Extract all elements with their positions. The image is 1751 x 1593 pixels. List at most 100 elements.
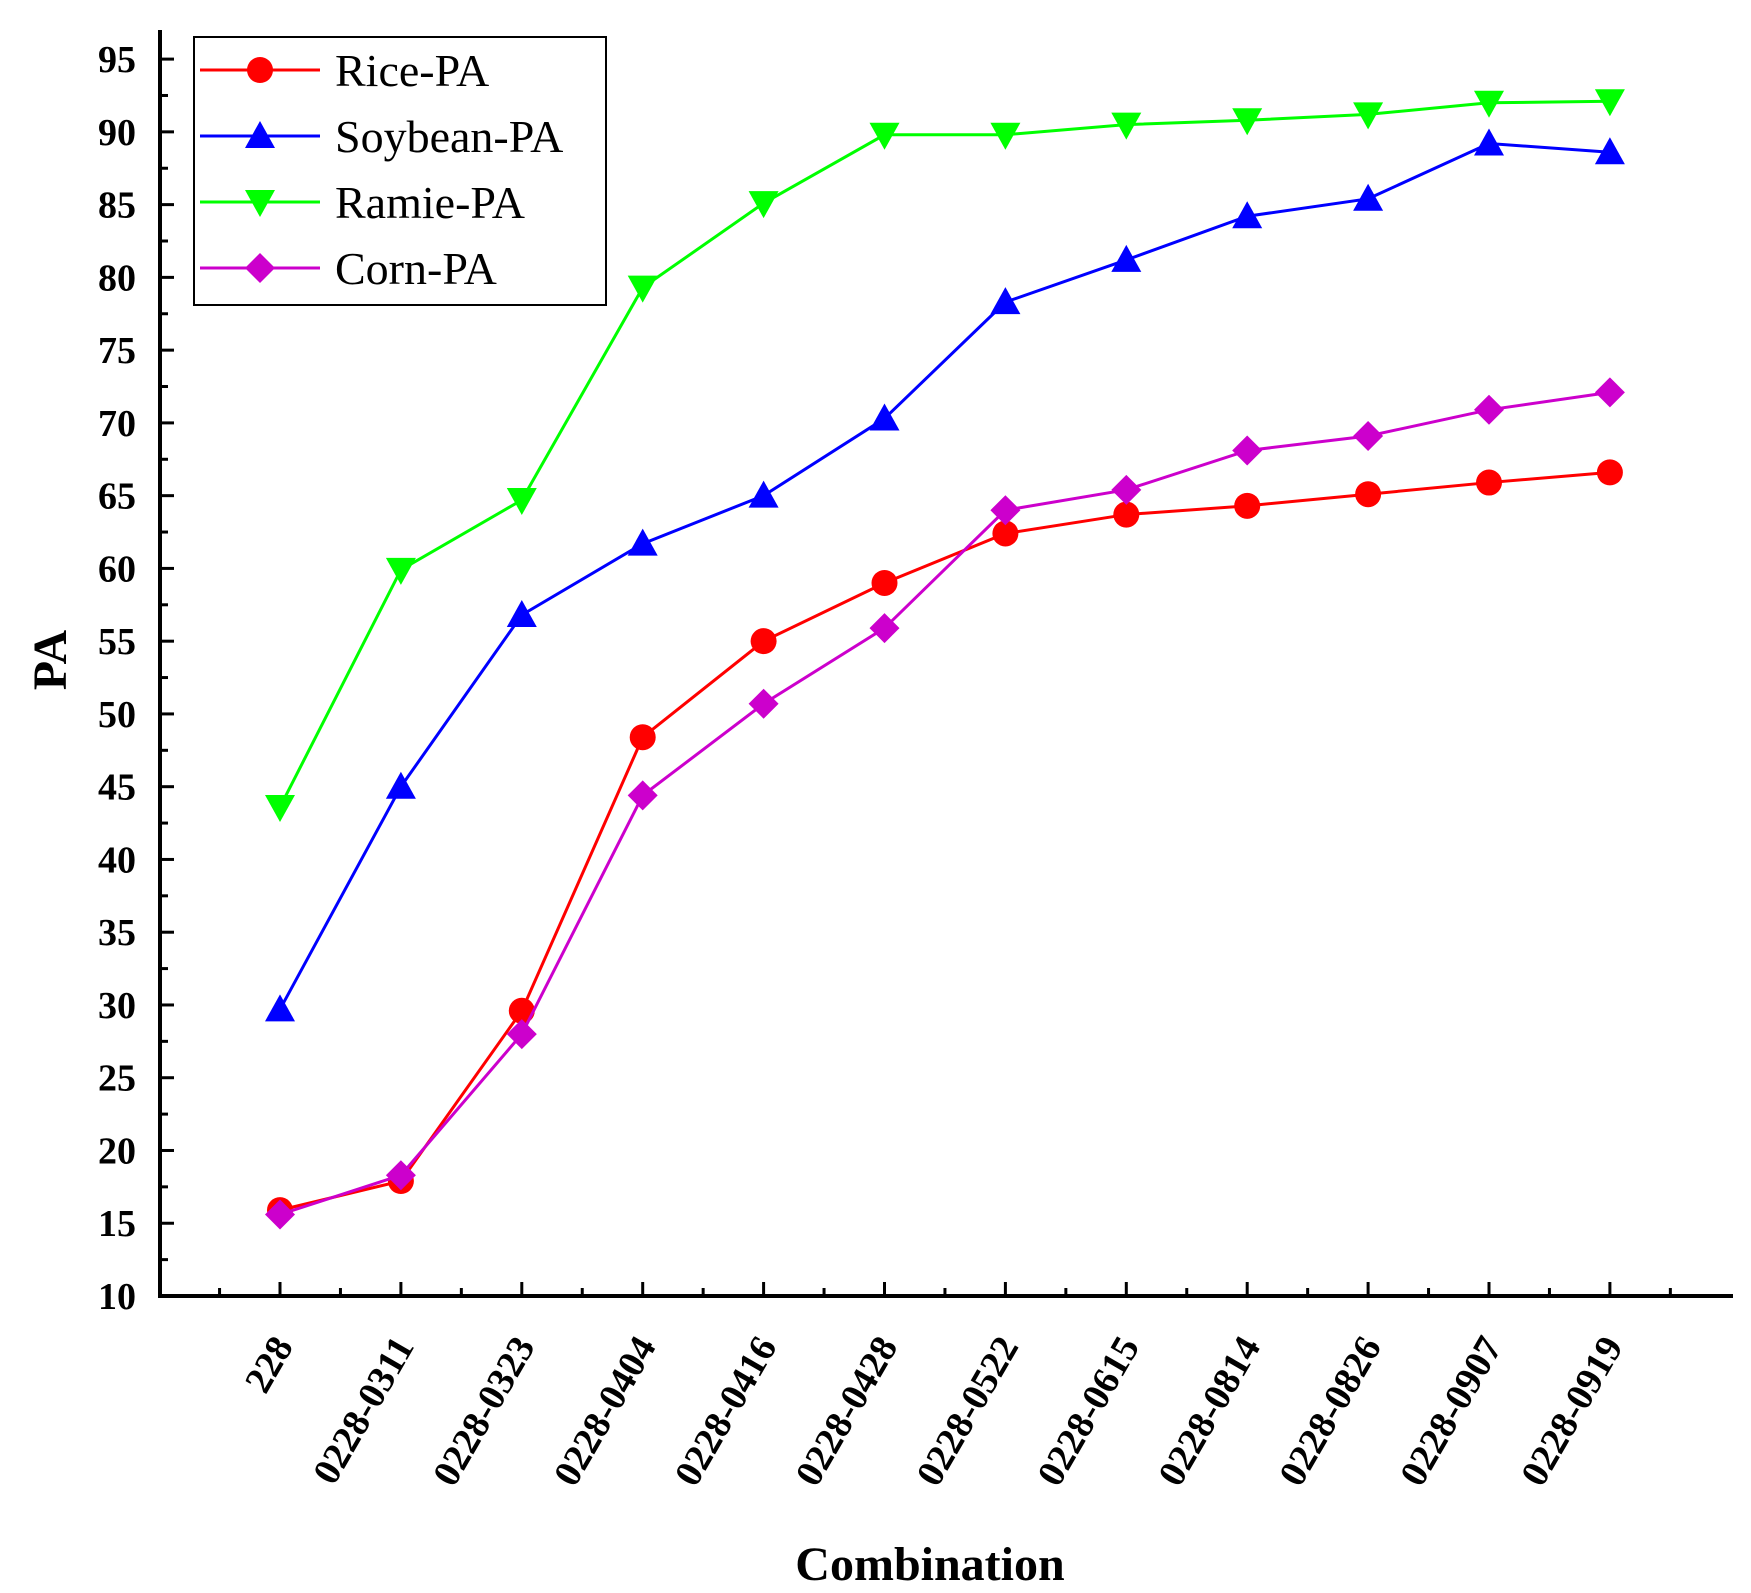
data-point — [748, 480, 779, 508]
y-tick-label: 65 — [98, 476, 136, 518]
y-tick-label: 25 — [98, 1058, 136, 1100]
legend-marker — [245, 121, 275, 148]
data-point — [990, 287, 1021, 315]
data-point — [990, 122, 1021, 150]
data-point — [1596, 459, 1623, 486]
y-tick-label: 45 — [98, 767, 136, 809]
legend-item: Soybean-PA — [200, 111, 563, 162]
x-tick-label: 0228-0323 — [425, 1330, 544, 1494]
x-axis-ticks: 228 0228-0311 0228-0323 0228-0404 0228-0416 0… — [218, 1282, 1672, 1494]
y-tick-label: 95 — [98, 39, 136, 81]
legend-label: Rice-PA — [335, 45, 489, 96]
y-tick-label: 15 — [98, 1203, 136, 1245]
y-tick-label: 30 — [98, 985, 136, 1027]
series-rice-pa — [267, 459, 1623, 1224]
data-point — [869, 122, 900, 150]
series-line — [279, 390, 1611, 1216]
data-point — [1234, 492, 1261, 519]
data-point — [1111, 474, 1142, 505]
y-tick-label: 60 — [98, 548, 136, 590]
x-tick-label: 0228-0826 — [1271, 1330, 1390, 1494]
legend-label: Soybean-PA — [335, 111, 563, 162]
y-axis-ticks: 10 15 20 25 30 35 40 45 50 55 60 65 70 75 80 85 90 95 — [98, 39, 174, 1318]
data-point — [265, 994, 295, 1022]
y-tick-label: 80 — [98, 257, 136, 299]
data-point — [506, 1019, 537, 1050]
y-tick-label: 20 — [98, 1130, 136, 1172]
legend-marker — [247, 57, 273, 83]
y-tick-label: 90 — [98, 112, 136, 154]
y-tick-label: 85 — [98, 185, 136, 227]
series-line — [278, 99, 1610, 808]
legend: Rice-PA Soybean-PA Ramie-PA Corn-PA — [193, 36, 607, 306]
data-point — [871, 569, 898, 596]
data-point — [265, 795, 295, 823]
data-point — [1355, 481, 1382, 508]
data-point — [869, 403, 900, 431]
data-point — [748, 191, 779, 219]
x-tick-label: 0228-0615 — [1029, 1330, 1148, 1494]
data-point — [508, 997, 535, 1024]
y-tick-label: 70 — [98, 403, 136, 445]
legend-item: Corn-PA — [200, 243, 497, 294]
data-point — [1111, 244, 1142, 272]
data-point — [1232, 435, 1263, 466]
legend-label: Corn-PA — [335, 243, 497, 294]
data-point — [1353, 420, 1384, 451]
y-tick-label: 75 — [98, 330, 136, 372]
x-tick-label: 0228-0907 — [1392, 1330, 1511, 1494]
data-point — [1353, 183, 1384, 211]
data-point — [1476, 469, 1502, 496]
y-tick-label: 35 — [98, 912, 136, 954]
data-point — [1111, 112, 1142, 140]
x-tick-label: 0228-0428 — [788, 1330, 907, 1494]
data-point — [990, 495, 1021, 526]
data-point — [1232, 108, 1263, 136]
data-point — [627, 275, 658, 303]
data-point — [506, 599, 537, 627]
x-tick-label: 0228-0919 — [1513, 1330, 1632, 1494]
x-tick-label: 0228-0814 — [1150, 1330, 1269, 1494]
data-point — [629, 724, 656, 751]
data-point — [385, 1160, 416, 1191]
data-point — [627, 780, 658, 811]
data-point — [506, 488, 537, 516]
series-soybean-pa — [265, 128, 1625, 1022]
data-point — [385, 771, 416, 799]
legend-marker — [245, 253, 275, 283]
x-tick-label: 228 — [237, 1330, 302, 1400]
data-point — [1474, 90, 1504, 118]
y-tick-label: 50 — [98, 694, 136, 736]
x-tick-label: 0228-0416 — [667, 1330, 786, 1494]
legend-item: Ramie-PA — [200, 177, 525, 228]
legend-label: Ramie-PA — [335, 177, 525, 228]
data-point — [1353, 102, 1384, 130]
legend-item: Rice-PA — [200, 45, 489, 96]
data-point — [265, 1199, 295, 1230]
data-point — [1594, 89, 1625, 117]
data-point — [1474, 128, 1504, 156]
data-point — [1594, 137, 1625, 165]
data-point — [1474, 394, 1504, 425]
series-corn-pa — [265, 377, 1625, 1230]
x-tick-label: 0228-0522 — [908, 1330, 1027, 1494]
data-point — [750, 628, 777, 655]
series-line — [279, 470, 1611, 1212]
y-tick-label: 10 — [98, 1276, 136, 1318]
series-ramie-pa — [265, 89, 1625, 823]
data-point — [1232, 201, 1263, 229]
data-point — [385, 557, 416, 585]
data-point — [627, 528, 658, 556]
data-point — [1113, 501, 1140, 528]
legend-marker — [245, 190, 275, 217]
data-point — [869, 613, 900, 644]
x-tick-label: 0228-0311 — [305, 1330, 423, 1492]
y-axis-title: PA — [24, 629, 77, 690]
y-tick-label: 40 — [98, 839, 136, 881]
data-point — [748, 688, 779, 719]
data-point — [992, 520, 1019, 547]
y-tick-label: 55 — [98, 621, 136, 663]
x-axis-title: Combination — [795, 1538, 1064, 1591]
series-line — [278, 141, 1611, 1011]
